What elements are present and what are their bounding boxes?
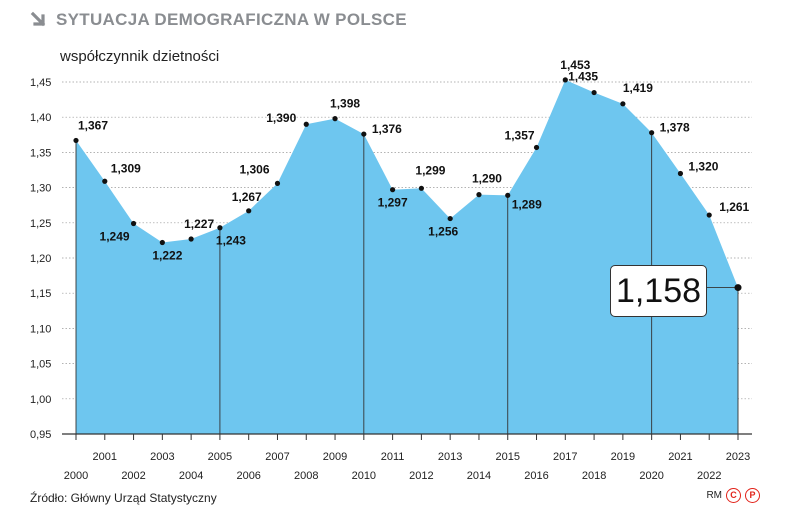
data-label-2010: 1,376 (372, 122, 402, 136)
data-label-2000: 1,367 (78, 118, 108, 132)
data-label-2008: 1,390 (266, 111, 296, 125)
chart-title: SYTUACJA DEMOGRAFICZNA W POLSCE (56, 10, 407, 29)
arrow-down-right-icon (30, 11, 46, 27)
y-tick-label: 1,35 (30, 147, 51, 159)
data-point-2013 (447, 215, 453, 222)
y-tick-label: 1,30 (30, 183, 51, 195)
y-tick-label: 1,45 (30, 77, 51, 89)
publisher-logo-icon: P (745, 488, 760, 503)
data-point-2005 (217, 225, 223, 231)
copyright-icon: C (726, 488, 741, 503)
data-point-2002 (130, 220, 137, 227)
data-label-2022: 1,261 (719, 200, 749, 214)
x-tick-label: 2022 (697, 470, 721, 482)
data-label-2020: 1,378 (660, 121, 690, 135)
x-tick-label: 2000 (64, 470, 88, 482)
x-tick-label: 2005 (208, 451, 232, 463)
data-label-2003: 1,222 (152, 249, 182, 263)
x-tick-label: 2007 (265, 451, 289, 463)
data-label-2019: 1,419 (623, 81, 653, 95)
x-tick-label: 2023 (726, 451, 750, 463)
data-point-2007 (274, 180, 281, 186)
x-tick-label: 2014 (467, 470, 491, 482)
data-label-2002: 1,249 (100, 230, 130, 244)
x-tick-label: 2012 (409, 470, 433, 482)
y-tick-label: 1,10 (30, 323, 51, 335)
data-point-2018 (591, 89, 597, 96)
data-label-2017: 1,453 (560, 58, 590, 72)
x-tick-label: 2015 (495, 451, 519, 463)
data-point-2010 (361, 131, 367, 137)
data-point-2004 (188, 236, 194, 242)
data-point-2003 (159, 239, 165, 246)
credit: RM C P (706, 488, 760, 503)
data-label-2005: 1,243 (216, 234, 246, 248)
data-label-2016: 1,357 (505, 128, 535, 142)
data-label-2012: 1,299 (415, 163, 445, 177)
x-tick-label: 2008 (294, 470, 318, 482)
x-tick-label: 2018 (582, 470, 606, 482)
data-point-2020 (649, 130, 655, 136)
data-label-2013: 1,256 (428, 225, 458, 239)
data-label-2015: 1,289 (512, 197, 542, 211)
x-tick-label: 2021 (668, 451, 692, 463)
y-tick-label: 0,95 (30, 429, 51, 441)
x-tick-label: 2013 (438, 451, 462, 463)
x-tick-label: 2004 (179, 470, 203, 482)
data-label-2006: 1,267 (232, 190, 262, 204)
data-point-2009 (332, 116, 338, 122)
data-point-2012 (418, 185, 424, 191)
data-label-2007: 1,306 (239, 162, 269, 176)
data-point-2023 (734, 284, 742, 292)
data-point-2016 (533, 144, 540, 151)
data-label-2001: 1,309 (111, 161, 141, 175)
x-tick-label: 2003 (150, 451, 174, 463)
header: SYTUACJA DEMOGRAFICZNA W POLSCE (30, 10, 407, 30)
x-tick-label: 2017 (553, 451, 577, 463)
data-point-2017 (562, 77, 568, 83)
data-point-2006 (246, 208, 252, 214)
data-point-2001 (102, 178, 108, 184)
y-tick-label: 1,15 (30, 288, 51, 300)
x-tick-label: 2020 (639, 470, 663, 482)
y-axis-label: współczynnik dzietności (60, 48, 220, 65)
x-tick-label: 2006 (236, 470, 260, 482)
data-label-2018: 1,435 (568, 70, 598, 84)
y-tick-label: 1,25 (30, 218, 51, 230)
data-point-2014 (476, 192, 482, 198)
data-point-2015 (505, 192, 511, 198)
x-tick-label: 2011 (381, 451, 405, 463)
data-point-2011 (390, 187, 396, 193)
data-label-2009: 1,398 (330, 97, 360, 111)
source-note: Źródło: Główny Urząd Statystyczny (30, 491, 217, 505)
data-label-2014: 1,290 (472, 172, 502, 186)
author-initials: RM (706, 490, 722, 501)
x-tick-label: 2016 (524, 470, 548, 482)
data-label-2021: 1,320 (688, 160, 718, 174)
data-point-2000 (73, 137, 79, 144)
x-tick-label: 2019 (611, 451, 635, 463)
y-tick-label: 1,20 (30, 253, 51, 265)
y-tick-label: 1,40 (30, 112, 51, 124)
data-point-2022 (706, 212, 712, 218)
y-tick-label: 1,00 (30, 394, 51, 406)
x-tick-label: 2009 (323, 451, 347, 463)
data-label-2004: 1,227 (184, 217, 214, 231)
data-label-2011: 1,297 (378, 196, 408, 210)
area-fill (76, 79, 738, 434)
data-point-2019 (620, 101, 626, 107)
x-tick-label: 2002 (121, 470, 145, 482)
x-tick-label: 2001 (93, 451, 117, 463)
data-point-2021 (677, 170, 684, 177)
data-point-2008 (303, 121, 309, 127)
highlight-value-callout: 1,158 (610, 265, 707, 317)
x-tick-label: 2010 (352, 470, 376, 482)
y-tick-label: 1,05 (30, 359, 51, 371)
